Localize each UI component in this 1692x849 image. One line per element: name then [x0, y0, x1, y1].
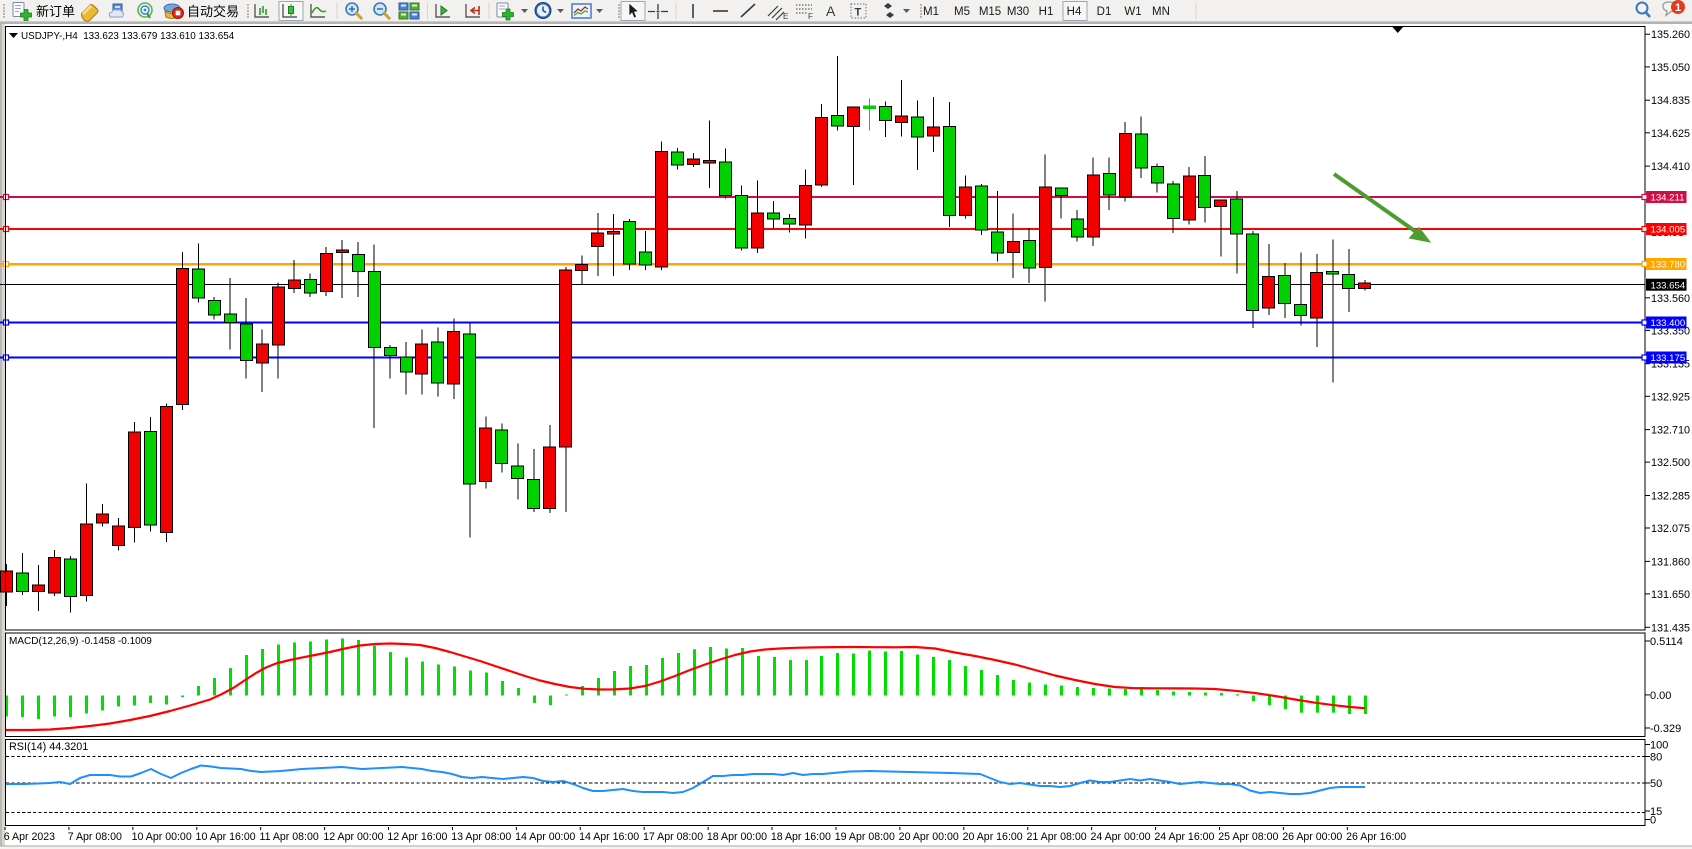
- svg-text:RSI(14) 44.3201: RSI(14) 44.3201: [9, 741, 88, 753]
- svg-text:13 Apr 08:00: 13 Apr 08:00: [451, 831, 511, 843]
- svg-text:新订单: 新订单: [36, 4, 75, 19]
- svg-text:T: T: [855, 7, 862, 19]
- svg-text:7 Apr 08:00: 7 Apr 08:00: [68, 831, 122, 843]
- svg-text:-0.329: -0.329: [1650, 723, 1681, 735]
- svg-text:USDJPY-,H4 133.623 133.679 13: USDJPY-,H4 133.623 133.679 133.610 133.6…: [21, 31, 235, 42]
- svg-text:80: 80: [1650, 752, 1662, 764]
- svg-text:17 Apr 08:00: 17 Apr 08:00: [643, 831, 703, 843]
- svg-text:131.650: 131.650: [1651, 589, 1690, 601]
- svg-text:132.285: 132.285: [1651, 491, 1690, 503]
- svg-text:134.200: 134.200: [1651, 194, 1690, 206]
- svg-text:25 Apr 08:00: 25 Apr 08:00: [1218, 831, 1278, 843]
- svg-text:20 Apr 16:00: 20 Apr 16:00: [963, 831, 1023, 843]
- svg-text:0: 0: [1650, 815, 1656, 827]
- svg-text:6 Apr 2023: 6 Apr 2023: [4, 831, 55, 843]
- svg-text:A: A: [826, 3, 836, 19]
- svg-text:133.175: 133.175: [1651, 353, 1686, 364]
- svg-text:1: 1: [1675, 2, 1681, 14]
- svg-text:M1: M1: [923, 6, 939, 18]
- svg-text:132.075: 132.075: [1651, 523, 1690, 535]
- svg-text:F: F: [808, 12, 813, 21]
- svg-text:132.925: 132.925: [1651, 391, 1690, 403]
- svg-text:132.500: 132.500: [1651, 457, 1690, 469]
- svg-text:133.400: 133.400: [1651, 318, 1686, 329]
- svg-text:135.260: 135.260: [1651, 29, 1690, 41]
- svg-text:12 Apr 00:00: 12 Apr 00:00: [323, 831, 383, 843]
- svg-text:133.985: 133.985: [1651, 227, 1690, 239]
- svg-text:26 Apr 00:00: 26 Apr 00:00: [1282, 831, 1342, 843]
- svg-text:131.435: 131.435: [1651, 622, 1690, 634]
- svg-text:11 Apr 08:00: 11 Apr 08:00: [259, 831, 318, 843]
- svg-text:自动交易: 自动交易: [187, 4, 239, 19]
- svg-text:100: 100: [1650, 740, 1668, 752]
- svg-text:131.860: 131.860: [1651, 556, 1690, 568]
- svg-text:W1: W1: [1124, 6, 1141, 18]
- svg-text:E: E: [783, 12, 788, 21]
- svg-text:19 Apr 08:00: 19 Apr 08:00: [835, 831, 895, 843]
- svg-text:134.410: 134.410: [1651, 161, 1690, 173]
- svg-text:0.5114: 0.5114: [1650, 636, 1683, 648]
- svg-text:132.710: 132.710: [1651, 425, 1690, 437]
- svg-text:20 Apr 00:00: 20 Apr 00:00: [899, 831, 959, 843]
- svg-text:14 Apr 16:00: 14 Apr 16:00: [579, 831, 639, 843]
- svg-text:50: 50: [1650, 778, 1662, 790]
- svg-text:134.211: 134.211: [1651, 193, 1685, 204]
- svg-text:M15: M15: [979, 6, 1001, 18]
- svg-text:M5: M5: [954, 6, 970, 18]
- svg-text:14 Apr 00:00: 14 Apr 00:00: [515, 831, 575, 843]
- svg-text:133.775: 133.775: [1651, 260, 1690, 272]
- svg-text:10 Apr 16:00: 10 Apr 16:00: [196, 831, 256, 843]
- svg-text:26 Apr 16:00: 26 Apr 16:00: [1346, 831, 1406, 843]
- svg-text:133.560: 133.560: [1651, 293, 1690, 305]
- svg-text:134.625: 134.625: [1651, 128, 1690, 140]
- svg-text:15: 15: [1650, 806, 1662, 818]
- svg-text:18 Apr 00:00: 18 Apr 00:00: [707, 831, 767, 843]
- svg-text:12 Apr 16:00: 12 Apr 16:00: [387, 831, 447, 843]
- svg-text:D1: D1: [1097, 6, 1112, 18]
- svg-text:134.835: 134.835: [1651, 95, 1690, 107]
- svg-text:MACD(12,26,9) -0.1458 -0.1009: MACD(12,26,9) -0.1458 -0.1009: [9, 636, 152, 647]
- svg-text:10 Apr 00:00: 10 Apr 00:00: [132, 831, 192, 843]
- svg-text:24 Apr 16:00: 24 Apr 16:00: [1154, 831, 1214, 843]
- svg-text:21 Apr 08:00: 21 Apr 08:00: [1027, 831, 1087, 843]
- svg-text:M30: M30: [1007, 6, 1029, 18]
- svg-text:135.050: 135.050: [1651, 62, 1690, 74]
- svg-text:H1: H1: [1039, 6, 1054, 18]
- svg-text:24 Apr 00:00: 24 Apr 00:00: [1090, 831, 1150, 843]
- svg-text:133.780: 133.780: [1651, 260, 1686, 271]
- svg-text:133.654: 133.654: [1651, 280, 1686, 291]
- svg-text:134.005: 134.005: [1651, 225, 1686, 236]
- svg-text:0.00: 0.00: [1650, 690, 1671, 702]
- svg-text:18 Apr 16:00: 18 Apr 16:00: [771, 831, 831, 843]
- svg-text:MN: MN: [1152, 6, 1170, 18]
- svg-text:H4: H4: [1067, 6, 1082, 18]
